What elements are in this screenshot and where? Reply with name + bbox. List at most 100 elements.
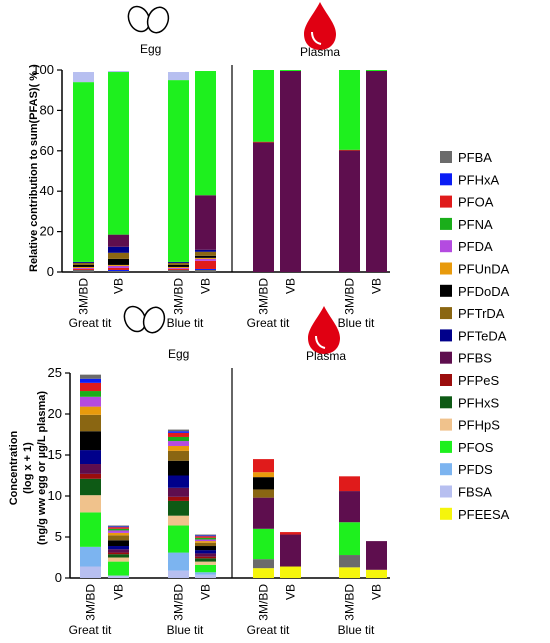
bar-segment-pfba	[339, 555, 360, 568]
bar-segment-pfos	[73, 82, 94, 262]
bar-segment-fbsa	[73, 72, 94, 83]
bar-segment-pfos	[366, 70, 387, 72]
group-label: Great tit	[69, 316, 112, 330]
bar-segment-pfpes	[339, 149, 360, 151]
egg-icon	[127, 5, 170, 34]
bar-segment-pfba	[253, 559, 274, 569]
blood-drop-icon	[308, 306, 340, 354]
x-category-label: VB	[284, 278, 298, 294]
bar-segment-pfna	[80, 391, 101, 397]
group-label: Blue tit	[167, 623, 204, 637]
y-tick-label: 100	[32, 62, 54, 77]
bar-segment-pfdoda	[253, 477, 274, 490]
bar-segment-pfos	[339, 70, 360, 150]
bar-segment-pfbs	[195, 553, 216, 557]
legend-swatch-pfpes	[440, 374, 452, 386]
group-label: Blue tit	[338, 316, 375, 330]
bar-segment-pfoa	[253, 459, 274, 473]
bar-segment-pftrda	[195, 251, 216, 256]
bar-segment-fbsa	[108, 71, 129, 73]
bar-segment-pfba	[108, 270, 129, 272]
bar-segment-pfeesa	[366, 569, 387, 578]
bar-segment-pfhxa	[168, 431, 189, 433]
y-tick-label: 15	[48, 447, 62, 462]
x-category-label: 3M/BD	[172, 278, 186, 315]
bar-segment-pfoa	[339, 476, 360, 492]
legend-swatch-pfds	[440, 463, 452, 476]
bar-segment-pfunda	[80, 406, 101, 415]
bar-segment-pfeesa	[280, 566, 301, 578]
bar-segment-pfdoda	[108, 258, 129, 265]
group-label: Blue tit	[338, 623, 375, 637]
bar-segment-pfda	[168, 441, 189, 446]
bar-segment-pfos	[253, 70, 274, 142]
egg-icon	[123, 305, 166, 334]
bar-segment-pfbs	[366, 71, 387, 272]
x-category-label: 3M/BD	[84, 584, 98, 621]
bar-segment-pfoa	[73, 268, 94, 270]
x-category-label: VB	[284, 584, 298, 600]
legend-label-pfos: PFOS	[458, 440, 494, 455]
bar-segment-pfos	[339, 522, 360, 556]
bar-segment-pfba	[195, 534, 216, 536]
bar-segment-pfunda	[168, 266, 189, 268]
bar-segment-pfdoda	[168, 460, 189, 476]
legend-swatch-pfteda	[440, 329, 452, 342]
legend-label-pfeesa: PFEESA	[458, 507, 510, 522]
legend-label-pfba: PFBA	[458, 150, 492, 165]
group-label: Great tit	[247, 623, 290, 637]
bar-segment-pfbs	[339, 150, 360, 272]
bar-segment-pfhxs	[108, 554, 129, 558]
y-tick-label: 5	[55, 529, 62, 544]
bar-segment-pfda	[168, 267, 189, 269]
bar-segment-pfdoda	[195, 255, 216, 258]
bar-segment-pfda	[108, 530, 129, 533]
bar-segment-pfhxa	[108, 269, 129, 271]
bar-segment-pftrda	[80, 414, 101, 432]
legend-swatch-pfhxa	[440, 173, 452, 186]
bar-segment-pfbs	[280, 534, 301, 567]
bar-segment-pfunda	[253, 472, 274, 478]
bar-segment-pfda	[195, 258, 216, 261]
bar-segment-pfteda	[168, 261, 189, 263]
bar-segment-pfhxs	[80, 478, 101, 496]
bar-segment-pfda	[195, 539, 216, 542]
bar-segment-pfba	[73, 269, 94, 272]
group-label: Great tit	[247, 316, 290, 330]
bar-segment-pfoa	[168, 432, 189, 437]
bar-segment-fbsa	[80, 566, 101, 578]
bar-segment-pfos	[280, 70, 301, 72]
bar-segment-pfhxs	[168, 500, 189, 516]
bar-segment-pfna	[168, 436, 189, 442]
bar-segment-fbsa	[108, 575, 129, 578]
bar-segment-pftrda	[73, 262, 94, 265]
bar-segment-pfoa	[108, 527, 129, 529]
bar-segment-pfbs	[280, 71, 301, 272]
bar-segment-pfba	[195, 269, 216, 272]
bar-segment-pfba	[108, 525, 129, 527]
x-category-label: VB	[370, 278, 384, 294]
bar-segment-pfoa	[108, 267, 129, 270]
y-tick-label: 20	[40, 224, 54, 239]
x-category-label: 3M/BD	[343, 584, 357, 621]
bar-segment-pfpes	[108, 552, 129, 555]
bar-segment-pfos	[108, 72, 129, 235]
bar-segment-pfunda	[168, 445, 189, 451]
bar-segment-pftrda	[108, 535, 129, 541]
legend-label-pfbs: PFBS	[458, 351, 492, 366]
x-category-label: 3M/BD	[77, 278, 91, 315]
bar-segment-pfna	[195, 537, 216, 540]
bar-segment-pftrda	[195, 542, 216, 547]
bar-segment-pfos	[80, 512, 101, 547]
bar-segment-pfdoda	[80, 431, 101, 451]
legend-swatch-pfunda	[440, 262, 452, 275]
bar-segment-pfdoda	[73, 264, 94, 267]
bar-segment-pfba	[80, 374, 101, 379]
legend-label-pftrda: PFTrDA	[458, 306, 505, 321]
legend-label-pfhps: PFHpS	[458, 418, 500, 433]
bar-segment-pftrda	[108, 252, 129, 259]
legend-swatch-pfbs	[440, 351, 452, 364]
legend-swatch-fbsa	[440, 485, 452, 498]
bar-segment-pfpes	[195, 556, 216, 559]
legend-label-pfna: PFNA	[458, 217, 493, 232]
